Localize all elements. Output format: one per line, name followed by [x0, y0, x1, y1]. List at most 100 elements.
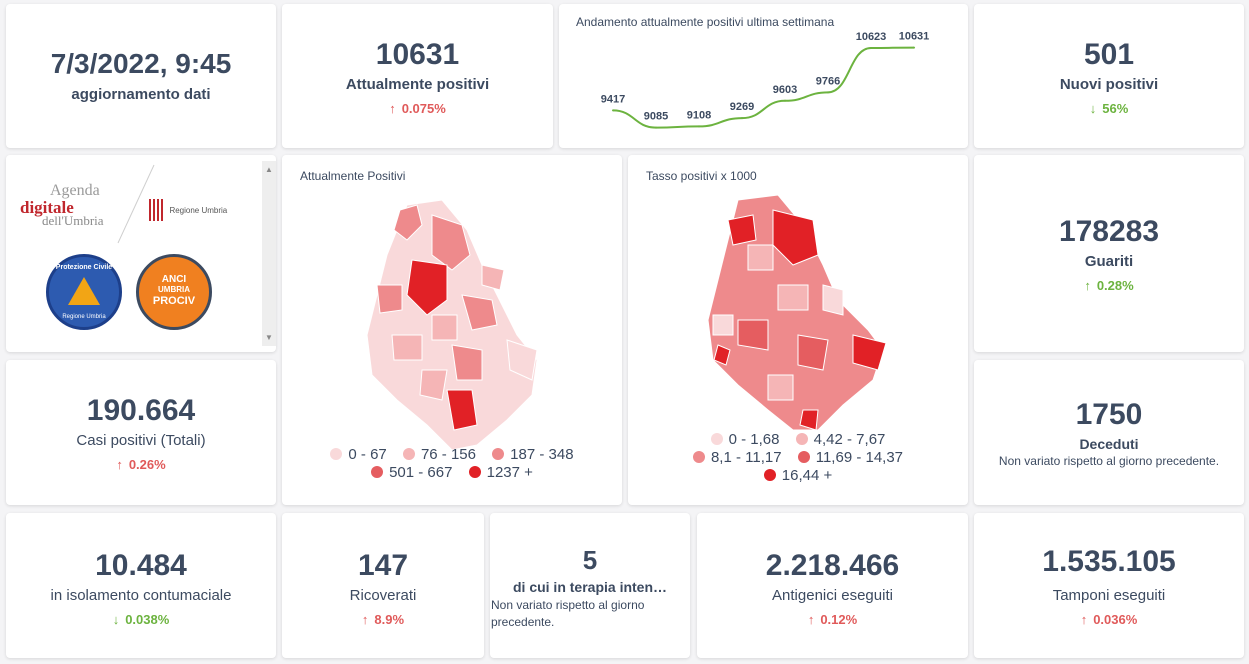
legend-item: 501 - 667	[371, 464, 452, 481]
weekly-trend-title: Andamento attualmente positivi ultima se…	[576, 15, 835, 29]
trend-data-label: 10623	[856, 31, 887, 43]
logos-scrollbar[interactable]: ▲ ▼	[262, 161, 276, 346]
trend-point	[698, 125, 700, 128]
regione-umbria-logo: Regione Umbria	[149, 199, 227, 221]
guariti-value: 178283	[1058, 215, 1160, 248]
umbria-map-positivi	[366, 199, 538, 451]
nuovi-positivi-value: 501	[1083, 38, 1135, 71]
legend-dot	[797, 451, 810, 463]
trend-data-label: 9269	[730, 101, 754, 113]
legend-item: 1237 +	[468, 464, 533, 481]
legend-row: 16,44 +	[628, 467, 968, 484]
antigenici-value: 2.218.466	[765, 549, 900, 582]
arrow-up-icon: ↑	[1080, 612, 1088, 627]
legend-label: 16,44 +	[781, 467, 833, 484]
umbria-map-tasso	[707, 194, 887, 431]
arrow-up-icon: ↑	[116, 457, 123, 472]
nuovi-positivi-label: Nuovi positivi	[1059, 76, 1159, 93]
ricoverati-value: 147	[357, 549, 409, 582]
update-label: aggiornamento dati	[71, 86, 211, 103]
legend-label: 11,69 - 14,37	[815, 449, 904, 466]
legend-row: 0 - 67 76 - 156 187 - 348	[282, 446, 622, 463]
trend-data-label: 9085	[644, 111, 668, 123]
delta-value: 0.038%	[125, 612, 170, 627]
arrow-down-icon: ↓	[112, 612, 120, 627]
protezione-triangle-icon	[68, 277, 100, 305]
legend-label: 4,42 - 7,67	[813, 431, 886, 448]
protezione-civile-label: Protezione Civile	[55, 264, 113, 271]
trend-data-label: 9108	[687, 109, 711, 121]
trend-point	[870, 46, 872, 49]
scroll-down-icon[interactable]: ▼	[265, 333, 273, 342]
legend-dot	[763, 469, 776, 481]
ricoverati-card: 147 Ricoverati ↑ 8.9%	[282, 513, 484, 658]
trend-data-label: 9603	[773, 84, 797, 96]
delta-value: 56%	[1102, 101, 1129, 116]
legend-row: 0 - 1,68 4,42 - 7,67	[628, 431, 968, 448]
tamponi-label: Tamponi eseguiti	[1052, 587, 1166, 604]
legend-item: 11,69 - 14,37	[797, 449, 904, 466]
nuovi-positivi-card: 501 Nuovi positivi ↓ 56%	[974, 4, 1244, 148]
trend-point	[784, 99, 786, 102]
legend-item: 16,44 +	[763, 467, 833, 484]
agenda-logo-line2: digitale	[20, 198, 74, 217]
legend-item: 0 - 67	[330, 446, 387, 463]
trend-point	[741, 117, 743, 120]
casi-totali-value: 190.664	[86, 394, 196, 427]
logo-divider	[117, 164, 155, 244]
delta-value: 8.9%	[374, 612, 405, 627]
protezione-civile-sub: Regione Umbria	[62, 314, 106, 320]
update-datetime: 7/3/2022, 9:45	[50, 48, 232, 79]
trend-line	[612, 46, 915, 129]
legend-dot	[468, 466, 481, 478]
attualmente-positivi-delta: ↑ 0.075%	[282, 101, 553, 116]
legend-dot	[710, 433, 723, 445]
terapia-note: Non variato rispetto al giorno precedent…	[491, 598, 645, 629]
deceduti-card: 1750 Deceduti Non variato rispetto al gi…	[974, 360, 1244, 505]
legend-label: 76 - 156	[420, 446, 476, 463]
isolamento-value: 10.484	[95, 549, 187, 582]
agenda-logo-line1: Agenda	[50, 182, 100, 199]
legend-dot	[371, 466, 384, 478]
terapia-intensiva-card: 5 di cui in terapia inten… Non variato r…	[490, 513, 690, 658]
scroll-up-icon[interactable]: ▲	[265, 165, 273, 174]
arrow-up-icon: ↑	[1084, 278, 1091, 293]
nuovi-positivi-delta: ↓ 56%	[974, 101, 1244, 116]
arrow-down-icon: ↓	[1089, 101, 1097, 116]
delta-value: 0.12%	[820, 612, 858, 627]
legend-item: 187 - 348	[492, 446, 574, 463]
legend-label: 1237 +	[486, 464, 533, 481]
legend-dot	[402, 448, 415, 460]
attualmente-positivi-label: Attualmente positivi	[345, 76, 490, 93]
map-tasso-card: Tasso positivi x 1000 0 - 1,68 4,42 - 7,…	[628, 155, 968, 505]
legend-item: 76 - 156	[402, 446, 476, 463]
ricoverati-delta: ↑ 8.9%	[282, 612, 484, 627]
trend-data-label: 9417	[601, 93, 625, 105]
legend-label: 0 - 67	[348, 446, 387, 463]
legend-label: 0 - 1,68	[728, 431, 780, 448]
delta-value: 0.26%	[128, 457, 166, 472]
delta-value: 0.28%	[1096, 278, 1134, 293]
legend-label: 187 - 348	[510, 446, 574, 463]
trend-point	[612, 109, 614, 112]
legend-row: 501 - 667 1237 +	[282, 464, 622, 481]
arrow-up-icon: ↑	[807, 612, 815, 627]
legend-dot	[492, 448, 505, 460]
anci-umbria-logo: ANCI UMBRIA PROCIV	[136, 254, 212, 330]
legend-row: 8,1 - 11,17 11,69 - 14,37	[628, 449, 968, 466]
legend-item: 8,1 - 11,17	[692, 449, 782, 466]
map-positivi-legend: 0 - 67 76 - 156 187 - 348 501 - 667 1237…	[282, 445, 622, 482]
tamponi-delta: ↑ 0.036%	[974, 612, 1244, 627]
anci-logo-line3: PROCIV	[152, 294, 196, 307]
anci-logo-line1: ANCI	[161, 274, 187, 285]
guariti-card: 178283 Guariti ↑ 0.28%	[974, 155, 1244, 352]
terapia-value: 5	[582, 545, 598, 575]
weekly-trend-card: Andamento attualmente positivi ultima se…	[559, 4, 968, 148]
terapia-label: di cui in terapia inten…	[512, 579, 668, 595]
trend-data-label: 9766	[816, 75, 840, 87]
tamponi-card: 1.535.105 Tamponi eseguiti ↑ 0.036%	[974, 513, 1244, 658]
legend-label: 501 - 667	[389, 464, 453, 481]
map-positivi-card: Attualmente Positivi 0 - 67 76 - 156 187…	[282, 155, 622, 505]
attualmente-positivi-value: 10631	[375, 38, 460, 71]
guariti-label: Guariti	[1084, 253, 1134, 270]
